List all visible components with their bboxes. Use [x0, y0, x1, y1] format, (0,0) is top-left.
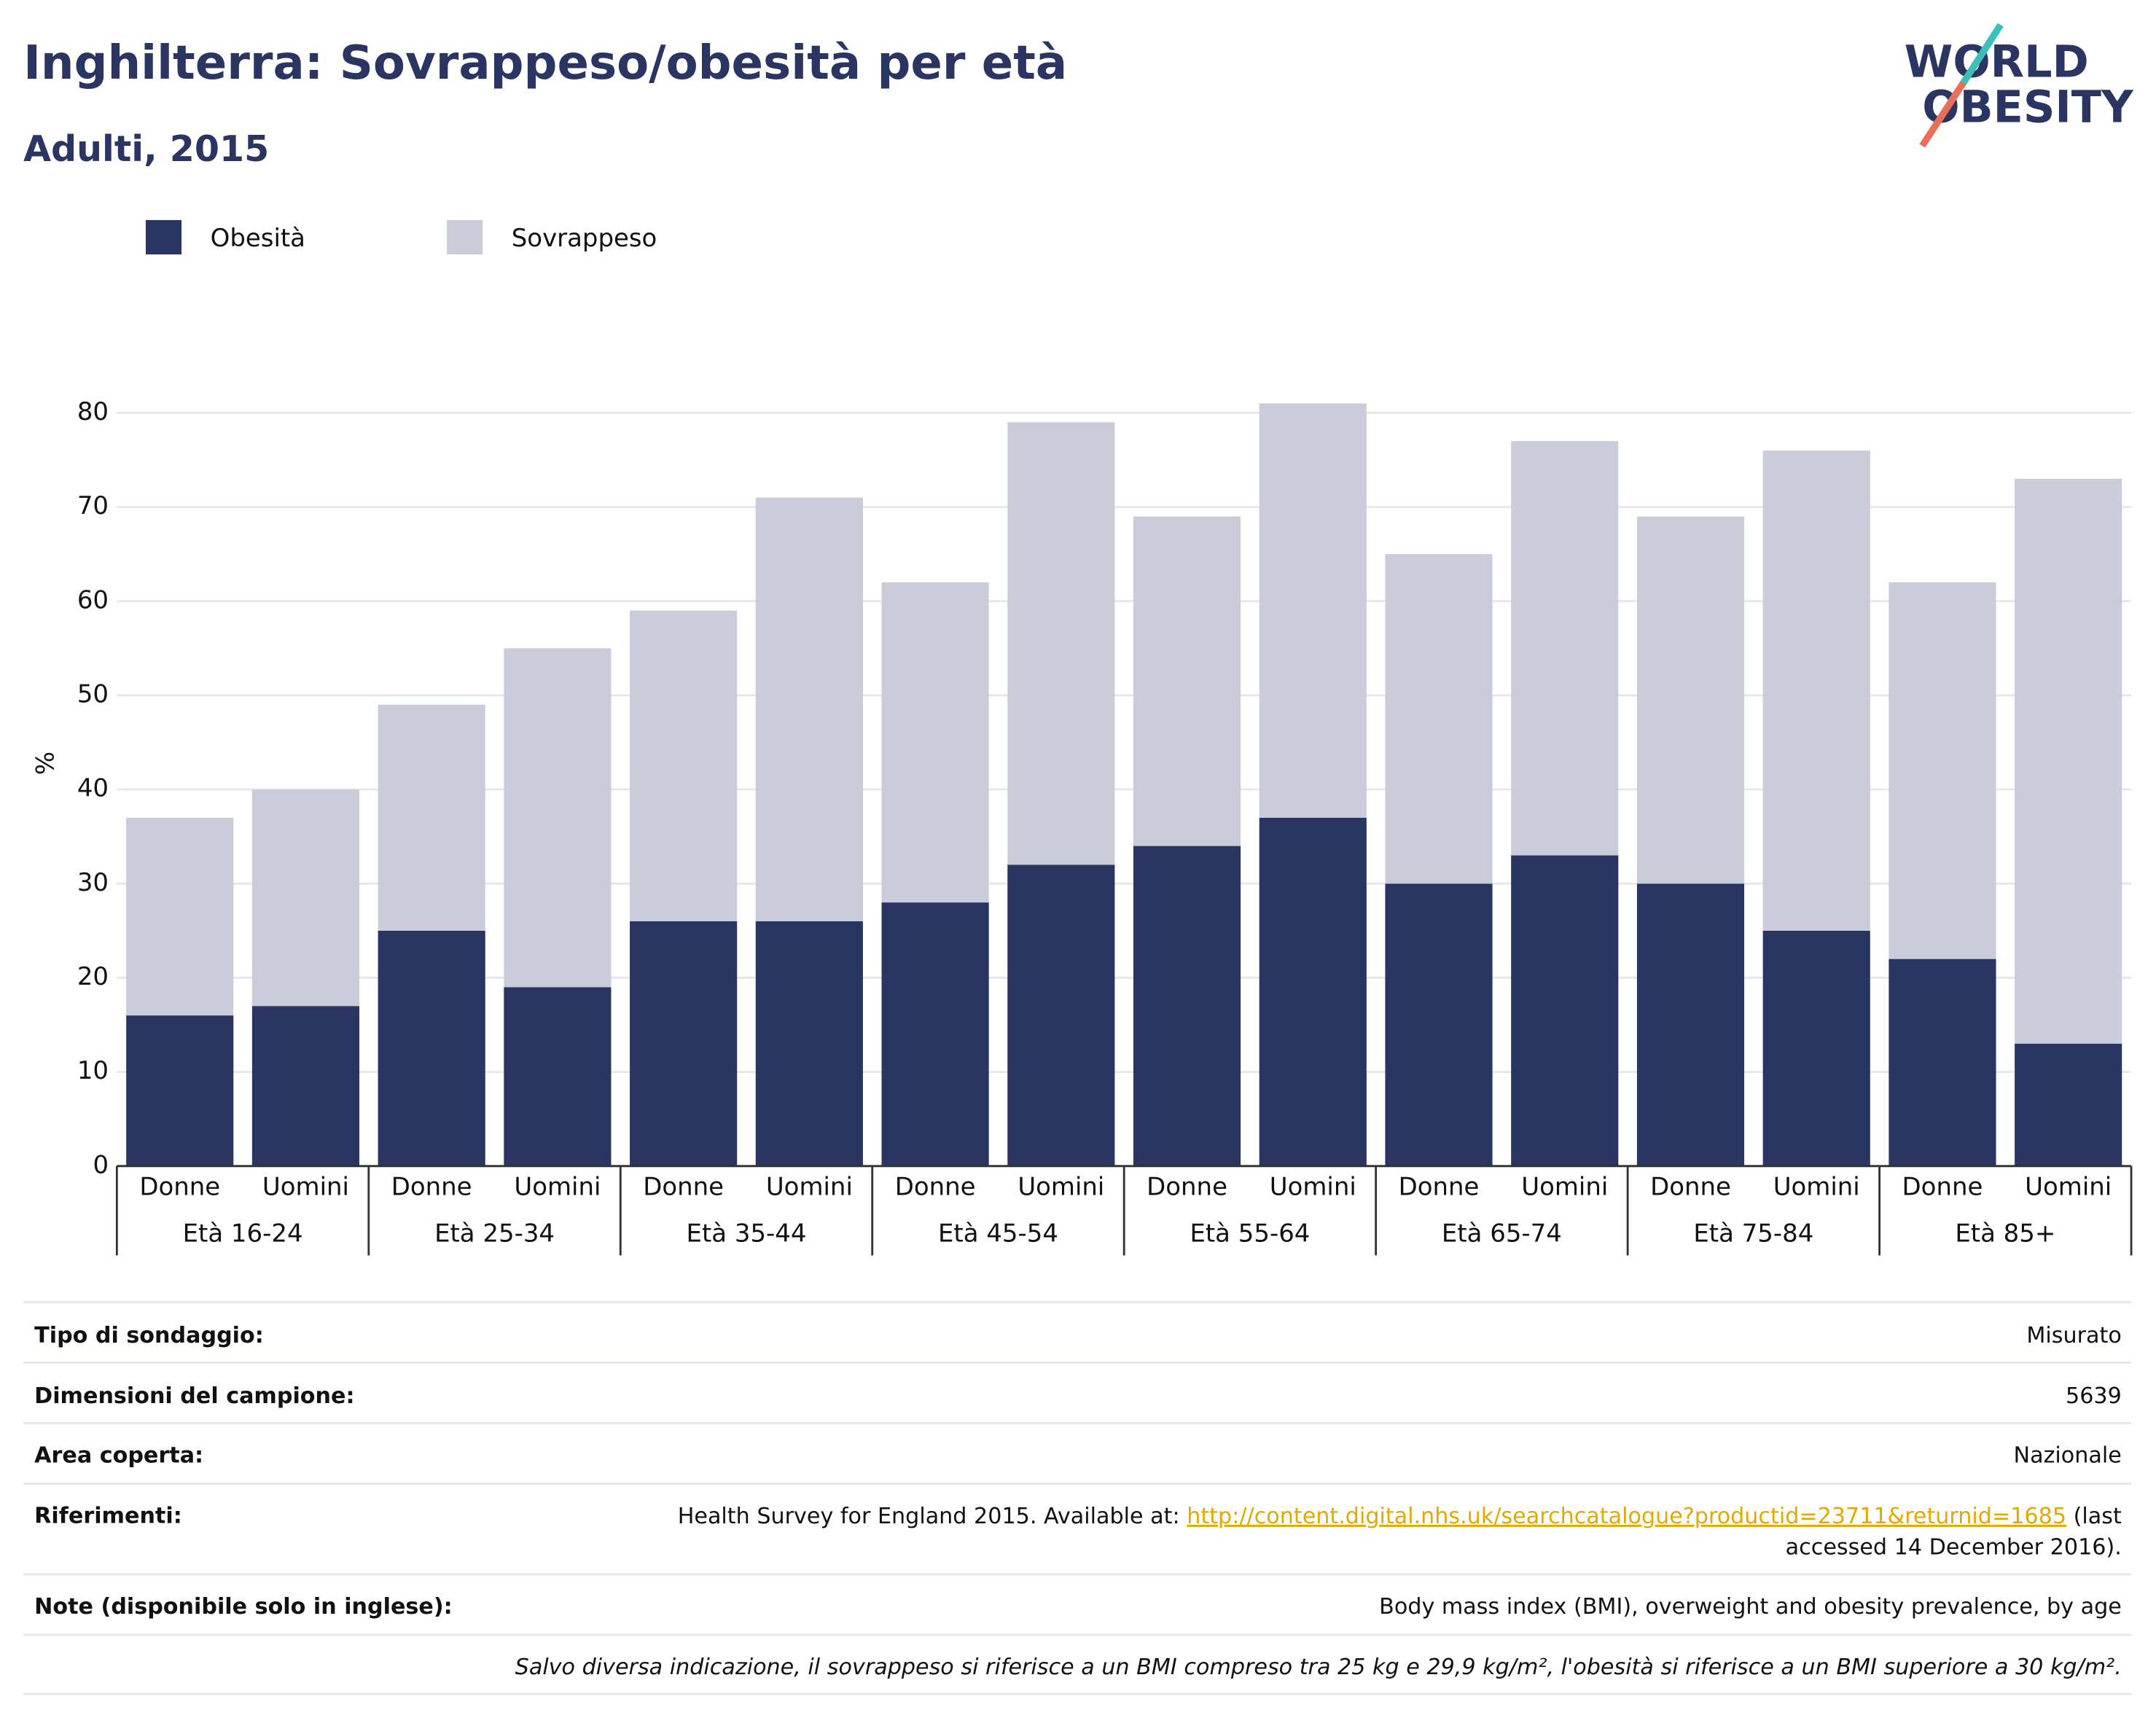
- x-tick-label: Donne: [1902, 1172, 1983, 1201]
- legend-label: Sovrappeso: [512, 224, 657, 253]
- x-tick-label: Uomini: [1521, 1172, 1608, 1201]
- row-label: Dimensioni del campione:: [34, 1383, 354, 1409]
- bar-segment: [1511, 441, 1619, 856]
- x-tick-label: Donne: [1399, 1172, 1480, 1201]
- bar-segment: [2015, 478, 2122, 1044]
- x-tick-label: Uomini: [766, 1172, 853, 1201]
- y-tick-label: 0: [93, 1150, 109, 1179]
- bar-segment: [378, 930, 485, 1166]
- bar-segment: [504, 987, 612, 1166]
- x-tick-label: Donne: [643, 1172, 724, 1201]
- x-tick-label: Donne: [895, 1172, 976, 1201]
- row-value: 5639: [2066, 1383, 2122, 1409]
- row-label: Riferimenti:: [34, 1503, 182, 1528]
- y-tick-label: 40: [77, 774, 109, 803]
- bar-segment: [378, 704, 485, 931]
- y-tick-label: 20: [77, 962, 109, 991]
- legend-label: Obesità: [211, 224, 305, 253]
- bar-segment: [881, 582, 989, 903]
- legend-swatch: [145, 219, 182, 255]
- x-tick-label: Uomini: [514, 1172, 601, 1201]
- x-tick-label: Uomini: [1270, 1172, 1356, 1201]
- logo-slash: [1919, 80, 1966, 148]
- x-tick-label: Uomini: [1018, 1172, 1104, 1201]
- row-value: Nazionale: [2014, 1442, 2122, 1468]
- footnote: Salvo diversa indicazione, il sovrappeso…: [515, 1655, 2122, 1680]
- group-label: Età 16-24: [183, 1219, 303, 1249]
- group-label: Età 65-74: [1442, 1219, 1562, 1249]
- row-value: Misurato: [2026, 1323, 2121, 1348]
- bar-segment: [630, 921, 738, 1166]
- y-tick-label: 30: [77, 868, 109, 897]
- y-tick-label: 70: [77, 491, 109, 520]
- chart-title: Inghilterra: Sovrappeso/obesità per età: [23, 36, 1067, 90]
- bar-segment: [1133, 845, 1241, 1166]
- chart-subtitle: Adulti, 2015: [23, 128, 269, 170]
- group-label: Età 75-84: [1693, 1219, 1813, 1249]
- bar-segment: [755, 921, 863, 1166]
- legend-swatch: [447, 219, 483, 255]
- group-label: Età 85+: [1955, 1219, 2055, 1249]
- bar-segment: [881, 902, 989, 1166]
- bar-segment: [1259, 403, 1367, 818]
- y-tick-label: 60: [77, 585, 109, 614]
- bar-segment: [504, 648, 612, 988]
- bar-segment: [1762, 450, 1870, 931]
- row-value: accessed 14 December 2016).: [1786, 1535, 2122, 1561]
- x-tick-label: Donne: [1650, 1172, 1731, 1201]
- row-value: Health Survey for England 2015. Availabl…: [678, 1503, 2122, 1528]
- group-label: Età 35-44: [687, 1219, 807, 1249]
- bar-segment: [1636, 883, 1745, 1166]
- y-axis-label: %: [31, 751, 60, 775]
- x-tick-label: Donne: [139, 1172, 220, 1201]
- bar-segment: [1259, 817, 1367, 1166]
- bar-segment: [1636, 516, 1745, 884]
- bar-segment: [1385, 883, 1493, 1166]
- logo-line: WORLD: [1905, 36, 2089, 87]
- x-tick-label: Uomini: [262, 1172, 349, 1201]
- bar-segment: [251, 1006, 360, 1166]
- x-tick-label: Uomini: [1773, 1172, 1860, 1201]
- bar-segment: [251, 789, 360, 1007]
- bar-segment: [1889, 958, 1996, 1166]
- x-tick-label: Uomini: [2025, 1172, 2112, 1201]
- bar-segment: [630, 610, 738, 921]
- y-tick-label: 80: [77, 397, 109, 426]
- row-value: Body mass index (BMI), overweight and ob…: [1379, 1594, 2122, 1620]
- bar-segment: [1007, 422, 1115, 865]
- bar-segment: [1889, 582, 1996, 959]
- x-tick-label: Donne: [1147, 1172, 1227, 1201]
- bar-segment: [126, 1015, 234, 1166]
- y-tick-label: 10: [77, 1056, 109, 1085]
- row-label: Area coperta:: [34, 1442, 203, 1468]
- group-label: Età 45-54: [938, 1219, 1058, 1249]
- bar-segment: [1133, 516, 1241, 846]
- bar-segment: [2015, 1043, 2122, 1166]
- bar-segment: [755, 497, 863, 921]
- row-label: Note (disponibile solo in inglese):: [34, 1594, 453, 1620]
- group-label: Età 25-34: [434, 1219, 555, 1249]
- bar-segment: [1385, 554, 1493, 884]
- bar-segment: [1511, 855, 1619, 1166]
- logo-slash: [1960, 23, 2004, 85]
- group-label: Età 55-64: [1190, 1219, 1310, 1249]
- x-tick-label: Donne: [391, 1172, 472, 1201]
- row-label: Tipo di sondaggio:: [34, 1323, 264, 1348]
- y-tick-label: 50: [77, 679, 109, 708]
- bar-segment: [1007, 864, 1115, 1166]
- ref-link[interactable]: http://content.digital.nhs.uk/searchcata…: [1187, 1503, 2066, 1528]
- ref-text: (last: [2066, 1503, 2122, 1528]
- logo-line: OBESITY: [1922, 82, 2134, 133]
- bar-segment: [126, 817, 234, 1016]
- bar-segment: [1762, 930, 1870, 1166]
- ref-text: Health Survey for England 2015. Availabl…: [678, 1503, 1187, 1528]
